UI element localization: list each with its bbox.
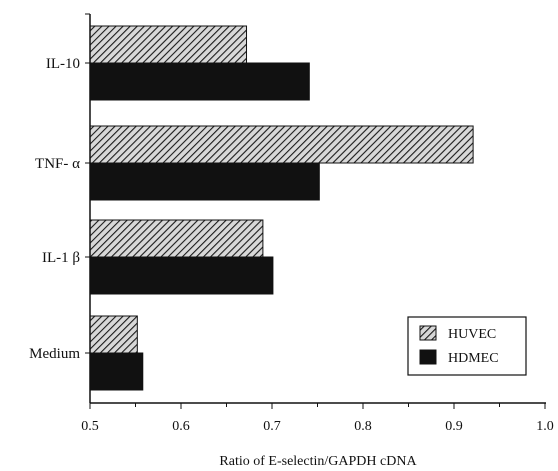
legend-label-hdmec: HDMEC	[448, 351, 499, 366]
x-tick-label: 0.7	[263, 419, 281, 434]
x-axis-label: Ratio of E-selectin/GAPDH cDNA	[219, 454, 417, 469]
bar-hdmec-0	[89, 62, 310, 101]
bar-hdmec-1	[89, 162, 320, 201]
legend: HUVEC HDMEC	[407, 316, 527, 376]
bar-hdmec-2	[89, 256, 274, 295]
x-tick-label: 0.6	[172, 419, 190, 434]
x-tick-label: 0.8	[354, 419, 372, 434]
legend-swatch-huvec	[419, 325, 437, 341]
x-tick-label: 0.9	[445, 419, 463, 434]
x-tick-label: 1.0	[536, 419, 554, 434]
bar-huvec-0	[89, 25, 248, 64]
legend-label-huvec: HUVEC	[448, 327, 496, 342]
plot-area	[89, 25, 474, 391]
axes: IL-10 TNF- α IL-1 β Medium 0.5 0.6 0.7 0.8 0.9 1.…	[29, 13, 554, 434]
legend-swatch-hdmec	[419, 349, 437, 365]
x-tick-label: 0.5	[81, 419, 99, 434]
category-label: Medium	[29, 346, 80, 362]
category-label: IL-1 β	[42, 250, 80, 266]
bar-huvec-2	[89, 219, 264, 258]
category-label: IL-10	[46, 56, 80, 72]
category-label: TNF- α	[35, 156, 80, 172]
bar-huvec-3	[89, 315, 138, 354]
bar-hdmec-3	[89, 352, 144, 391]
bar-huvec-1	[89, 125, 474, 164]
